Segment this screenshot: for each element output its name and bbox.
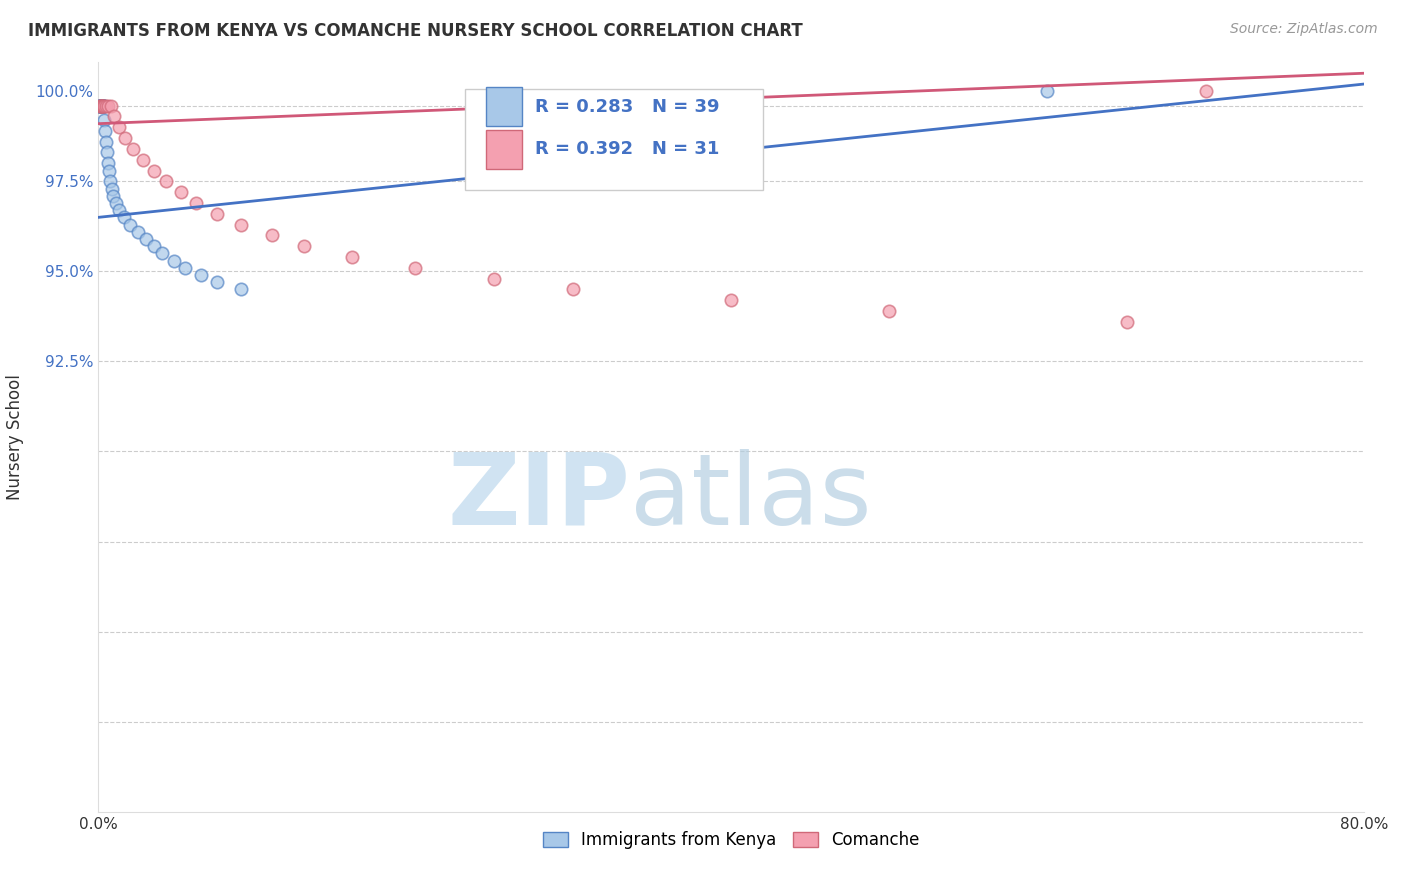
Point <box>89 98 111 112</box>
Point <box>94 124 117 138</box>
Point <box>142 163 165 178</box>
Point <box>94 98 117 112</box>
Point <box>101 181 124 195</box>
Point <box>720 293 742 308</box>
Point <box>135 232 157 246</box>
Point <box>142 239 165 253</box>
Point <box>190 268 212 282</box>
Point <box>89 98 111 112</box>
Point <box>97 163 120 178</box>
Point <box>292 239 315 253</box>
Point <box>90 98 112 112</box>
Point <box>340 250 363 264</box>
Point <box>150 246 173 260</box>
Text: R = 0.283   N = 39: R = 0.283 N = 39 <box>534 97 720 116</box>
Point <box>169 185 191 199</box>
Point <box>93 98 115 112</box>
Point <box>1195 84 1218 98</box>
Point <box>93 113 115 128</box>
Point <box>91 98 114 112</box>
Point <box>90 98 112 112</box>
Point <box>108 203 131 218</box>
Point <box>97 156 120 170</box>
Point <box>96 145 118 160</box>
Point <box>91 98 114 112</box>
Point <box>93 98 115 112</box>
Point <box>89 98 111 112</box>
Point <box>561 282 585 296</box>
Point <box>120 218 141 232</box>
Point <box>205 207 228 221</box>
Legend: Immigrants from Kenya, Comanche: Immigrants from Kenya, Comanche <box>536 824 927 855</box>
Point <box>1115 315 1137 329</box>
Point <box>89 98 111 112</box>
Point <box>90 98 112 112</box>
Point <box>97 98 120 112</box>
Point <box>98 174 121 188</box>
Point <box>89 98 111 112</box>
Point <box>91 98 114 112</box>
Point <box>163 253 186 268</box>
Point <box>114 131 136 145</box>
Point <box>404 260 426 275</box>
Point <box>112 211 135 225</box>
Point <box>262 228 284 243</box>
Point <box>91 98 114 112</box>
Text: Source: ZipAtlas.com: Source: ZipAtlas.com <box>1230 22 1378 37</box>
Point <box>104 195 127 210</box>
Point <box>93 98 115 112</box>
Y-axis label: Nursery School: Nursery School <box>7 374 24 500</box>
FancyBboxPatch shape <box>465 88 762 190</box>
Point <box>127 225 149 239</box>
Point <box>89 98 111 112</box>
Point <box>186 195 208 210</box>
Point <box>132 153 155 167</box>
Text: IMMIGRANTS FROM KENYA VS COMANCHE NURSERY SCHOOL CORRELATION CHART: IMMIGRANTS FROM KENYA VS COMANCHE NURSER… <box>28 22 803 40</box>
Point <box>94 135 117 149</box>
Text: atlas: atlas <box>630 449 872 546</box>
Text: ZIP: ZIP <box>447 449 630 546</box>
Point <box>91 98 114 112</box>
Point <box>103 188 125 202</box>
Point <box>90 98 112 112</box>
Point <box>91 98 114 112</box>
Point <box>90 98 112 112</box>
Point <box>91 98 114 112</box>
Point <box>174 260 197 275</box>
Text: R = 0.392   N = 31: R = 0.392 N = 31 <box>534 140 720 159</box>
Point <box>122 142 145 156</box>
Point <box>482 271 505 285</box>
Point <box>100 98 122 112</box>
Point <box>103 110 125 124</box>
Point <box>108 120 131 135</box>
Point <box>229 282 252 296</box>
FancyBboxPatch shape <box>485 87 523 126</box>
Point <box>89 98 111 112</box>
Point <box>205 275 228 289</box>
Point <box>90 98 112 112</box>
Point <box>229 218 252 232</box>
Point <box>155 174 177 188</box>
Point <box>877 304 901 318</box>
FancyBboxPatch shape <box>485 130 523 169</box>
Point <box>1036 84 1059 98</box>
